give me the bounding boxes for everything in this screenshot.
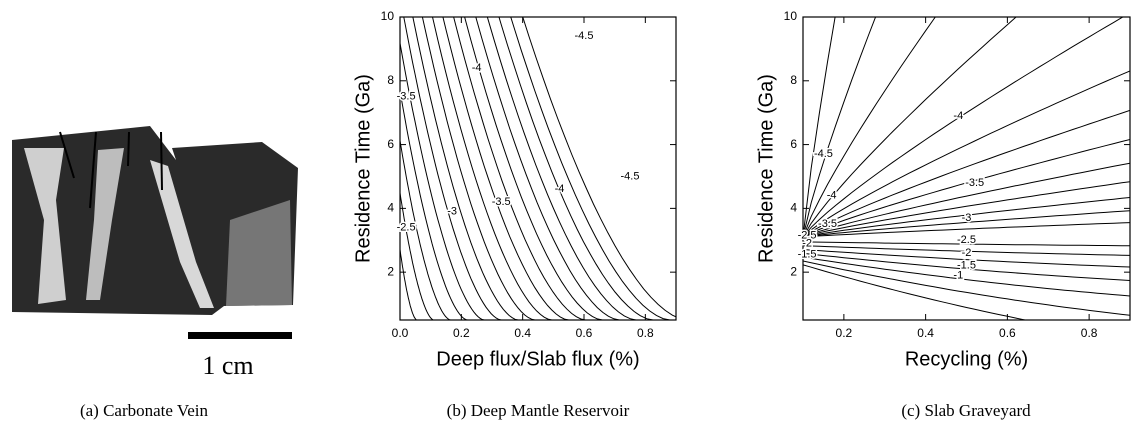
y-axis-label: Residence Time (Ga) [755, 74, 777, 263]
plot-frame [802, 16, 1131, 321]
x-tick-label: 0.0 [392, 326, 409, 340]
y-tick-label: 4 [790, 201, 797, 215]
contour-line [803, 252, 1130, 281]
contour-line [803, 162, 1130, 238]
contour-label: -3.5 [492, 196, 511, 208]
caption: (b) Deep Mantle Reservoir [447, 401, 630, 420]
contour-line [803, 241, 1130, 247]
contour-line [803, 210, 1130, 238]
y-tick-label: 6 [387, 137, 394, 151]
x-tick-label: 0.8 [637, 326, 654, 340]
x-tick-label: 0.2 [836, 326, 853, 340]
contour-label: -1.5 [798, 249, 817, 261]
x-tick-label: 0.6 [576, 326, 593, 340]
contour-line [803, 264, 1028, 320]
x-tick-label: 0.4 [917, 326, 934, 340]
contour-line [803, 17, 1124, 238]
contour-label: -2 [962, 247, 972, 259]
contour-label: -2.5 [798, 229, 817, 241]
contour-line [421, 17, 536, 320]
contour-line [412, 17, 519, 320]
contour-line [403, 17, 502, 320]
contour-line [522, 17, 676, 318]
contour-label: -3 [962, 212, 972, 224]
contour-label: -2.5 [397, 221, 416, 233]
contour-line [803, 197, 1130, 238]
contour-line [498, 17, 654, 320]
scale-label: 1 cm [202, 351, 253, 380]
x-tick-label: 0.8 [1081, 326, 1098, 340]
contour-label: -2 [802, 237, 812, 249]
contour-line [400, 90, 468, 320]
contour-label: -4.5 [621, 170, 640, 182]
contour-line [803, 139, 1130, 238]
contour-label: -3.5 [397, 91, 416, 103]
contour-line [803, 222, 1130, 238]
y-tick-label: 8 [387, 73, 394, 87]
contour-lines [803, 17, 1130, 320]
contour-label: -4 [953, 110, 963, 122]
x-tick-label: 0.2 [453, 326, 470, 340]
y-tick-label: 6 [790, 137, 797, 151]
x-tick-label: 0.4 [514, 326, 531, 340]
contour-label: -1 [953, 269, 963, 281]
y-tick-label: 10 [784, 9, 798, 23]
y-tick-label: 8 [790, 73, 797, 87]
caption: (a) Carbonate Vein [80, 401, 209, 420]
contour-line [400, 192, 434, 320]
contour-line [475, 17, 620, 320]
contour-plot: 0.2 0.4 0.6 0.8 2 4 6 8 10 -4.5 -4 -4 -3.5 -3.5 -3 -2.5… [755, 9, 1131, 420]
caption: (c) Slab Graveyard [901, 401, 1031, 420]
y-tick-label: 2 [790, 264, 797, 278]
y-axis-label: Residence Time (Ga) [352, 74, 374, 263]
contour-line [803, 17, 836, 238]
contour-line [431, 17, 552, 320]
vein-photo: 1 cm (a) Carbonate Vein [12, 126, 298, 420]
y-tick-label: 4 [387, 201, 394, 215]
plot-frame [399, 16, 677, 321]
contour-line [442, 17, 569, 320]
contour-line [803, 181, 1130, 238]
contour-line [464, 17, 603, 320]
x-axis-label: Deep flux/Slab flux (%) [436, 348, 639, 370]
contour-line [803, 17, 936, 238]
contour-lines [400, 17, 676, 320]
contour-label: -4 [472, 62, 482, 74]
contour-line [510, 17, 671, 320]
contour-line [486, 17, 637, 320]
x-axis-label: Recycling (%) [905, 348, 1028, 370]
contour-label: -3 [447, 205, 457, 217]
contour-label: -2.5 [957, 234, 976, 246]
x-tick-label: 0.6 [999, 326, 1016, 340]
contour-line [400, 140, 451, 320]
contour-line [803, 245, 1130, 256]
contour-plot: 0.0 0.2 0.4 0.6 0.8 2 4 6 8 10 -4.5 -4 -3.5 -2.5 -3 -3.… [352, 9, 677, 420]
contour-label: -4.5 [575, 30, 594, 42]
contour-line [803, 260, 1130, 316]
contour-line [400, 249, 417, 320]
contour-label: -4 [827, 190, 837, 202]
contour-label: -4 [555, 183, 565, 195]
y-tick-label: 2 [387, 264, 394, 278]
contour-label: -4.5 [814, 148, 833, 160]
contour-line [803, 17, 877, 238]
contour-line [453, 17, 586, 320]
contour-line [803, 17, 1017, 238]
y-tick-label: 10 [381, 9, 395, 23]
contour-label: -3.5 [965, 177, 984, 189]
contour-line [803, 249, 1130, 268]
contour-line [803, 70, 1130, 238]
contour-label: -3.5 [818, 218, 837, 230]
contour-label: -1.5 [957, 260, 976, 272]
contour-line [400, 43, 485, 320]
contour-line [803, 256, 1130, 297]
contour-line [803, 109, 1130, 238]
